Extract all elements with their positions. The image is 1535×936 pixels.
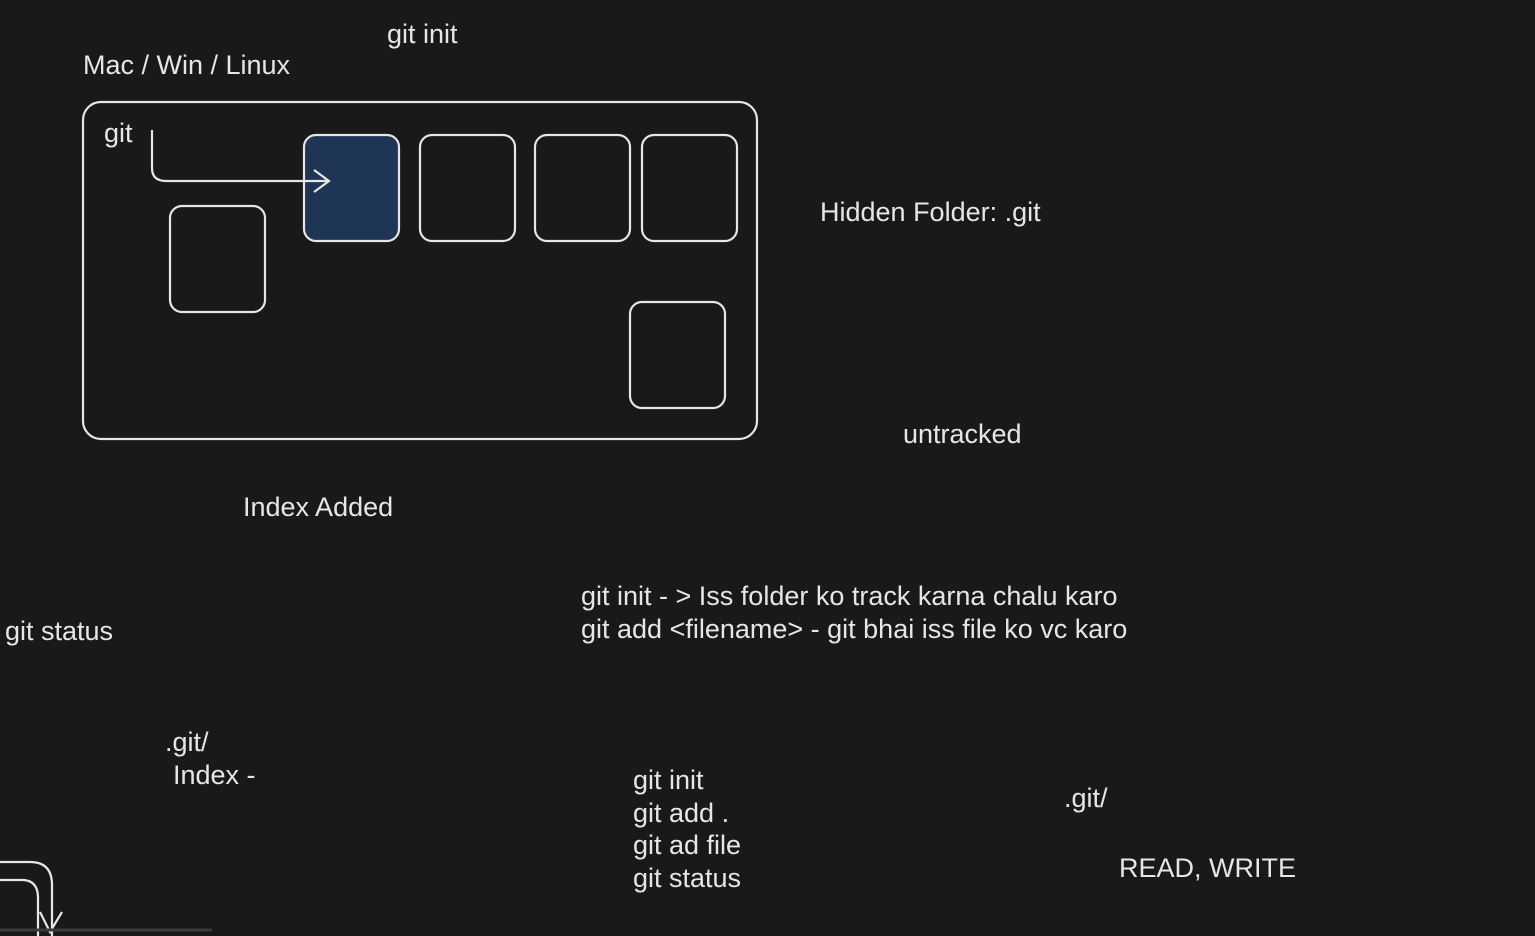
command: git init	[633, 765, 704, 795]
file-box	[640, 133, 739, 243]
label: git status	[5, 616, 113, 646]
file-box	[628, 300, 727, 410]
command: git status	[633, 863, 741, 893]
machine-box	[81, 100, 759, 441]
command: git ad file	[633, 830, 741, 860]
arrow	[0, 860, 63, 936]
label: git	[104, 118, 133, 148]
label: .git/	[165, 727, 209, 757]
git-folder-box	[302, 133, 401, 243]
label: Hidden Folder: .git	[820, 197, 1041, 227]
explanation: git init - > Iss folder ko track karna c…	[581, 581, 1117, 611]
file-box	[533, 133, 632, 243]
label: Mac / Win / Linux	[83, 50, 291, 80]
label: git init	[387, 19, 458, 49]
label: Index Added	[243, 492, 393, 522]
label: .git/	[1064, 783, 1108, 813]
arrow	[150, 130, 331, 193]
file-box	[418, 133, 517, 243]
label: Index -	[173, 760, 256, 790]
command: git add .	[633, 798, 729, 828]
label: READ, WRITE	[1119, 853, 1296, 883]
file-box	[168, 204, 267, 314]
explanation: git add <filename> - git bhai iss file k…	[581, 614, 1127, 644]
label: untracked	[903, 419, 1022, 449]
